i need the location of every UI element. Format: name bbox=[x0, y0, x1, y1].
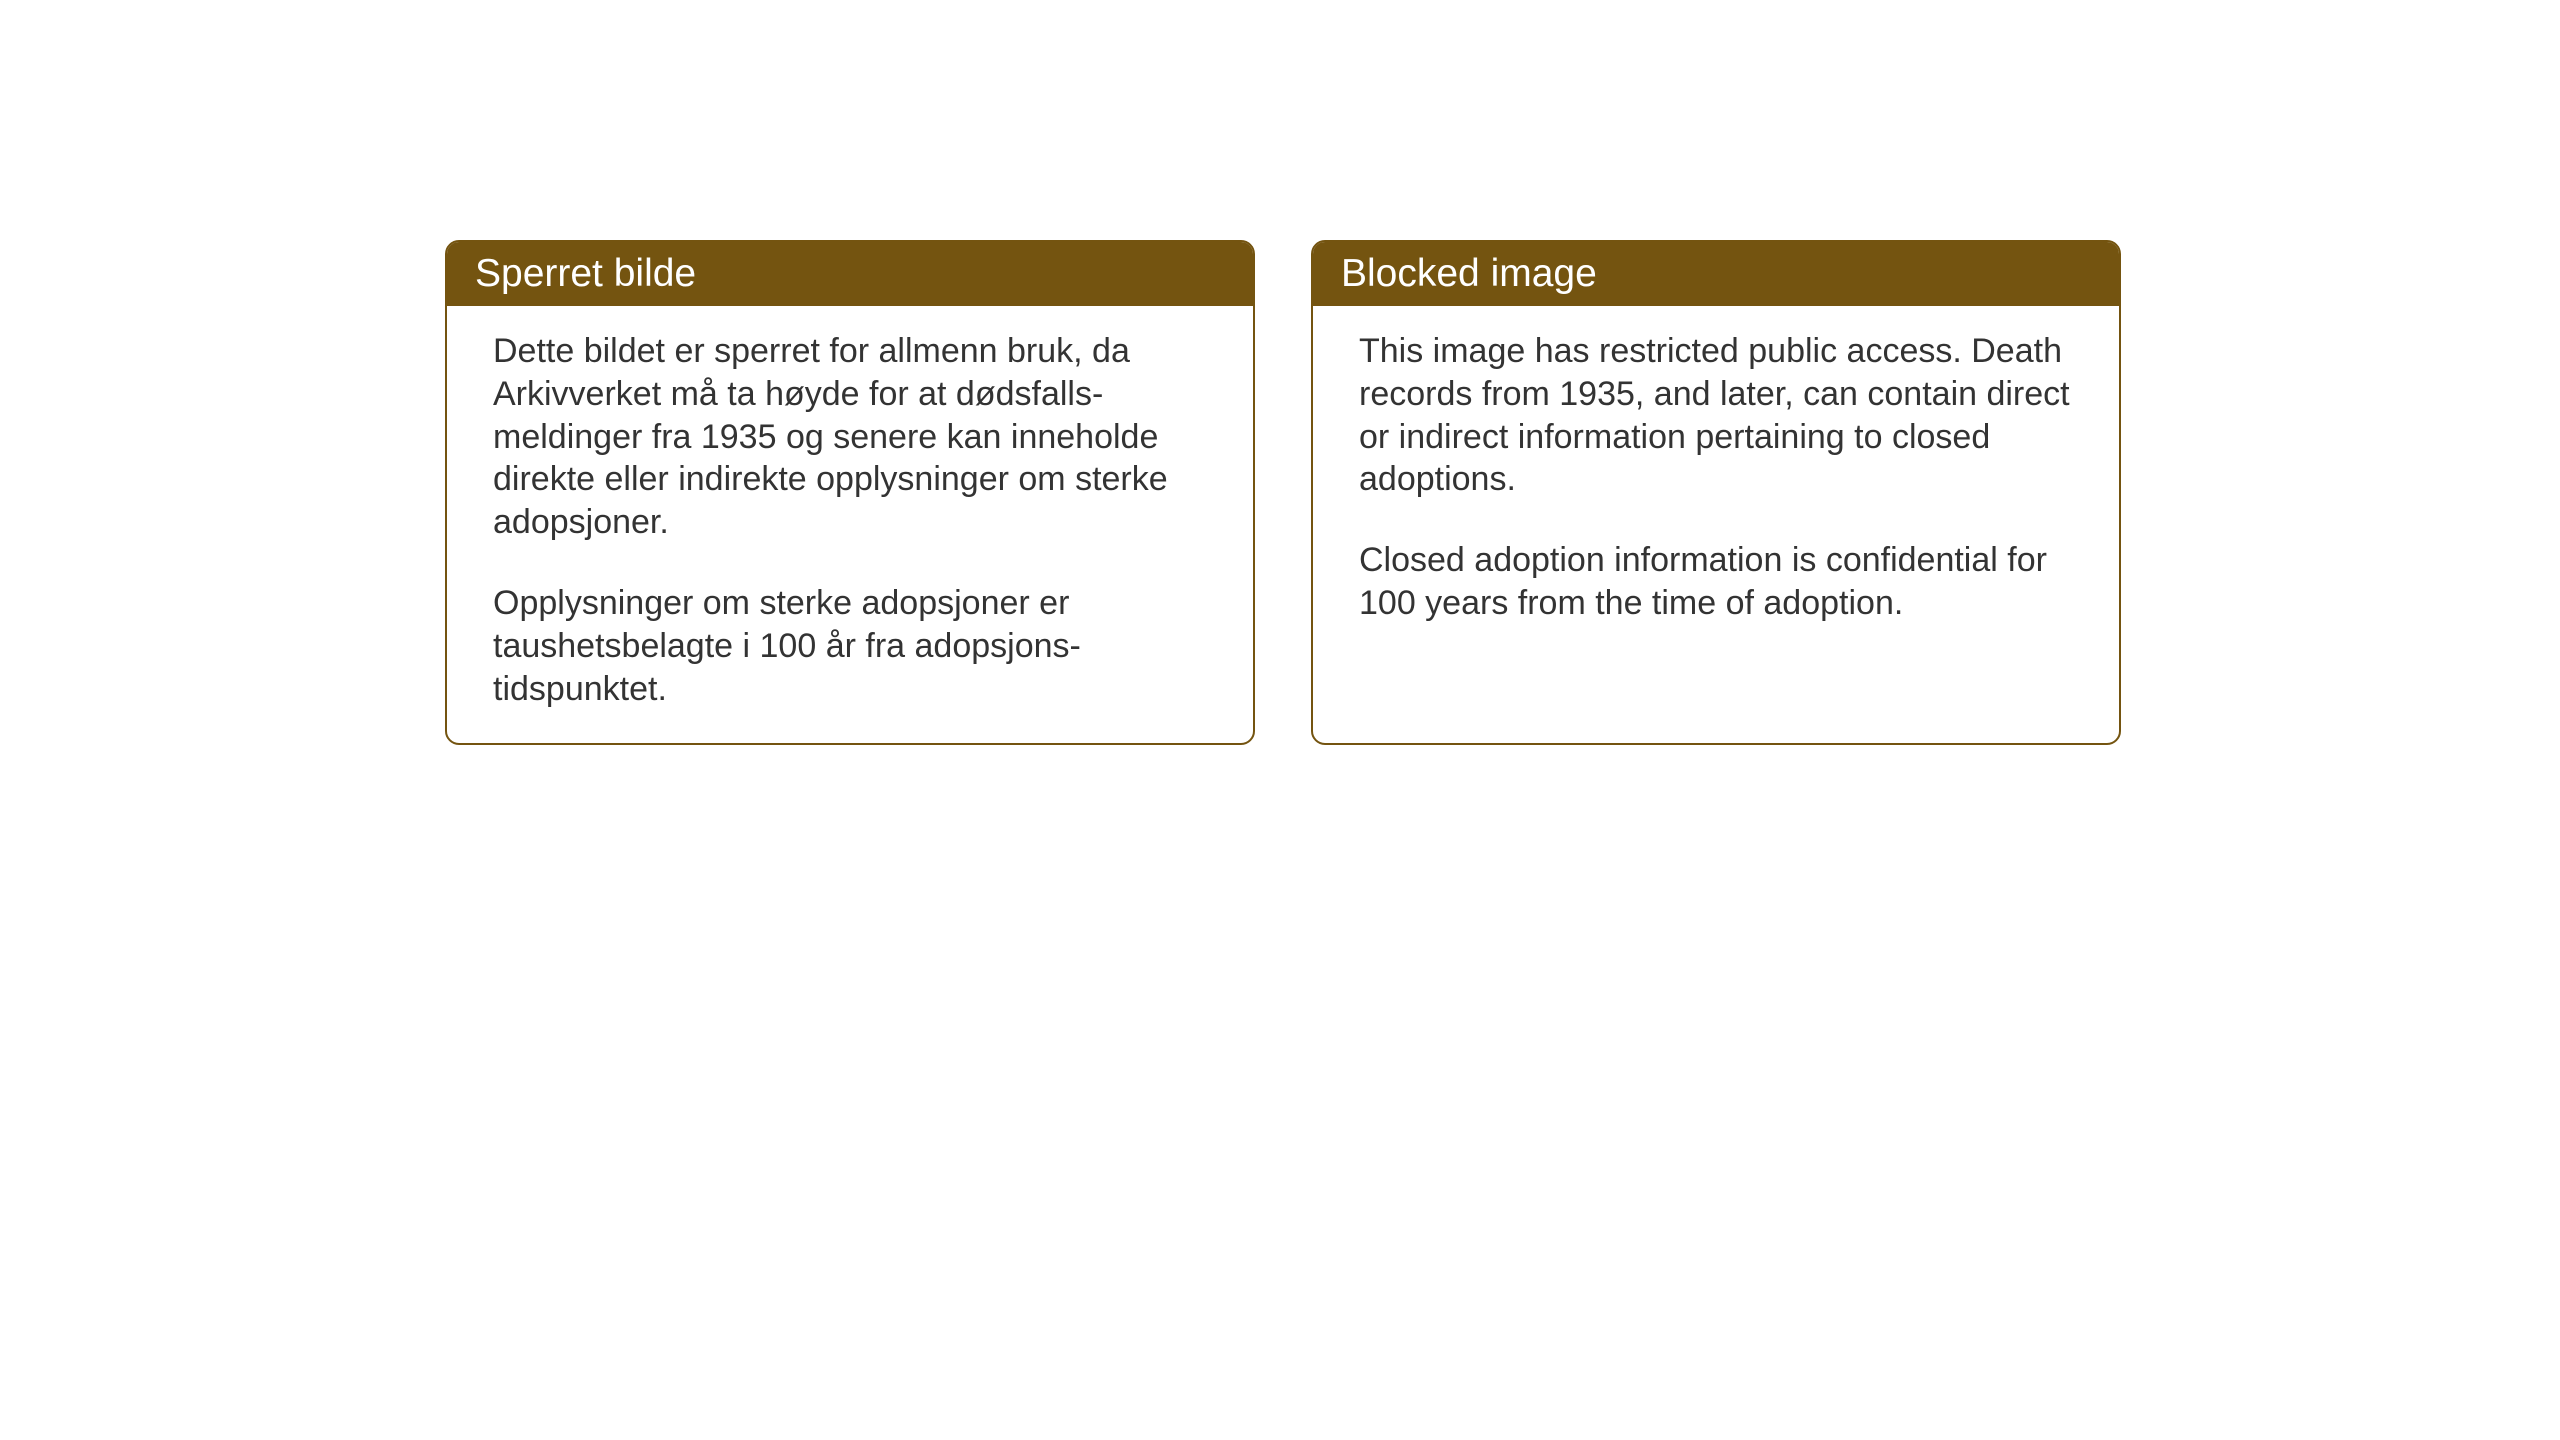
paragraph-2-english: Closed adoption information is confident… bbox=[1359, 539, 2073, 625]
paragraph-2-norwegian: Opplysninger om sterke adopsjoner er tau… bbox=[493, 582, 1207, 710]
card-body-norwegian: Dette bildet er sperret for allmenn bruk… bbox=[447, 306, 1253, 743]
paragraph-1-english: This image has restricted public access.… bbox=[1359, 330, 2073, 501]
notice-card-norwegian: Sperret bilde Dette bildet er sperret fo… bbox=[445, 240, 1255, 745]
card-body-english: This image has restricted public access.… bbox=[1313, 306, 2119, 736]
notice-card-english: Blocked image This image has restricted … bbox=[1311, 240, 2121, 745]
card-header-english: Blocked image bbox=[1313, 242, 2119, 306]
notice-container: Sperret bilde Dette bildet er sperret fo… bbox=[445, 240, 2121, 745]
card-header-norwegian: Sperret bilde bbox=[447, 242, 1253, 306]
paragraph-1-norwegian: Dette bildet er sperret for allmenn bruk… bbox=[493, 330, 1207, 544]
